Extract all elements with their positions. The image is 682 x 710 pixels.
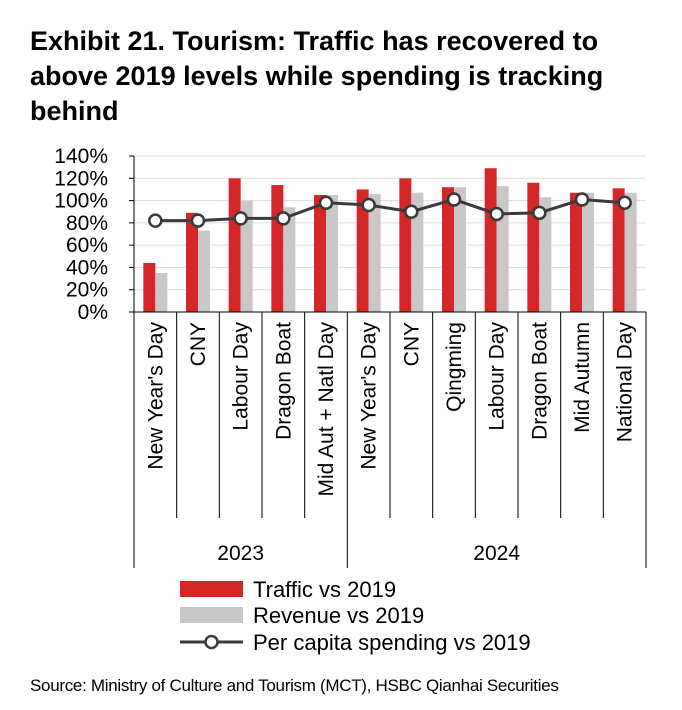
revenue-bar: [240, 200, 253, 312]
y-tick-label: 0%: [78, 301, 108, 324]
legend-label: Traffic vs 2019: [253, 577, 396, 602]
x-category-label: CNY: [400, 322, 423, 366]
x-category-label: CNY: [187, 322, 210, 366]
x-category-label: Labour Day: [230, 322, 253, 431]
legend-marker: [204, 634, 219, 650]
per-capita-point: [361, 197, 376, 213]
traffic-bar: [612, 188, 625, 312]
traffic-bar: [186, 212, 198, 312]
per-capita-point: [233, 211, 248, 226]
year-label: 2024: [473, 542, 520, 565]
revenue-bar: [454, 187, 466, 312]
legend-label: Per capita spending vs 2019: [253, 630, 531, 655]
year-label: 2023: [217, 542, 264, 565]
revenue-bar: [496, 186, 509, 312]
per-capita-point: [276, 211, 291, 226]
traffic-bar: [399, 178, 412, 312]
y-tick-label: 140%: [54, 145, 108, 168]
traffic-bar: [570, 192, 582, 312]
per-capita-point: [148, 213, 163, 228]
x-category-label: Dragon Boat: [272, 322, 295, 440]
revenue-bar: [198, 230, 210, 312]
per-capita-point: [318, 195, 334, 211]
traffic-bar: [484, 168, 497, 312]
revenue-bar: [326, 195, 338, 312]
y-tick-label: 60%: [66, 234, 108, 257]
traffic-bar: [442, 187, 454, 312]
x-category-label: New Year's Day: [144, 322, 167, 470]
y-tick-label: 20%: [66, 279, 108, 302]
x-category-label: Labour Day: [486, 322, 509, 431]
legend-label: Revenue vs 2019: [253, 603, 424, 628]
chart: 0%20%40%60%80%100%120%140% New Year's Day…: [54, 145, 647, 655]
x-category-label: New Year's Day: [358, 322, 381, 470]
source-note: Source: Ministry of Culture and Tourism …: [30, 676, 559, 695]
chart-title: Exhibit 21. Tourism: Traffic has recover…: [30, 26, 604, 126]
traffic-bar: [314, 195, 326, 312]
traffic-bar: [143, 262, 156, 312]
revenue-bar: [539, 197, 552, 312]
per-capita-point: [190, 213, 206, 228]
y-tick-label: 80%: [66, 212, 108, 235]
per-capita-line: [155, 197, 625, 223]
x-category-label: Dragon Boat: [528, 322, 551, 440]
traffic-bar: [228, 178, 241, 312]
per-capita-point: [446, 192, 462, 207]
revenue-bar: [155, 273, 168, 312]
y-tick-label: 120%: [54, 167, 108, 190]
per-capita-point: [532, 205, 547, 221]
traffic-bar: [271, 184, 284, 312]
revenue-bar: [582, 192, 594, 312]
legend-swatch: [180, 607, 243, 623]
traffic-bar: [356, 189, 369, 312]
x-category-label: Qingming: [443, 322, 466, 412]
per-capita-point: [617, 195, 632, 211]
per-capita-point: [404, 204, 419, 219]
y-tick-label: 40%: [66, 256, 108, 279]
traffic-bar: [527, 182, 540, 312]
x-category-label: Mid Autumn: [571, 322, 594, 433]
x-category-label: Mid Aut + Natl Day: [315, 322, 338, 497]
revenue-bar: [624, 192, 637, 312]
legend-swatch: [180, 581, 243, 597]
y-tick-label: 100%: [54, 190, 108, 213]
revenue-bar: [283, 207, 296, 312]
revenue-bar: [411, 192, 424, 312]
per-capita-point: [574, 192, 590, 207]
x-category-label: National Day: [614, 322, 637, 443]
per-capita-point: [489, 206, 504, 222]
revenue-bar: [368, 193, 381, 312]
